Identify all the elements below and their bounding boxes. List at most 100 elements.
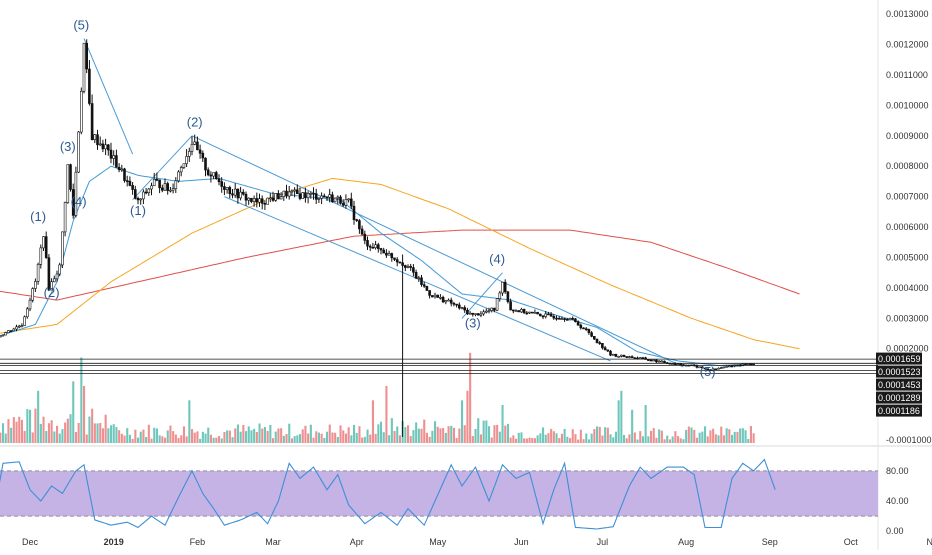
volume-bar	[207, 427, 210, 443]
candle-up	[112, 155, 115, 159]
volume-bar	[741, 428, 744, 443]
volume-bar	[701, 431, 704, 443]
candle-up	[31, 288, 35, 301]
candle-down	[47, 257, 51, 291]
volume-bar	[488, 426, 491, 443]
volume-bar	[204, 433, 207, 443]
volume-bar	[301, 429, 304, 443]
candle-down	[125, 180, 129, 182]
candle-up	[15, 326, 18, 330]
candle-down	[260, 198, 264, 204]
volume-bar	[377, 424, 380, 443]
volume-bar	[425, 432, 428, 443]
candle-up	[514, 310, 518, 312]
volume-bar	[452, 427, 455, 443]
candle-down	[236, 188, 240, 199]
candle-up	[301, 192, 305, 199]
candle-down	[590, 332, 593, 337]
candle-up	[0, 335, 2, 338]
volume-bar	[560, 433, 563, 443]
candle-down	[579, 324, 583, 329]
volume-bar	[236, 424, 239, 443]
candle-down	[358, 220, 361, 230]
trendlines-layer	[83, 38, 684, 368]
volume-bar	[131, 438, 134, 443]
volume-bar	[50, 420, 53, 443]
volume-bar	[577, 439, 580, 443]
candle-down	[393, 257, 396, 260]
volume-bar	[107, 428, 110, 443]
wave-label: (5)	[73, 17, 89, 32]
candle-up	[274, 193, 278, 201]
volume-bar	[358, 426, 361, 443]
candle-down	[679, 363, 683, 366]
volume-bar	[128, 434, 131, 443]
volume-bar	[536, 435, 539, 443]
volume-bar	[166, 430, 169, 443]
candle-up	[4, 332, 7, 336]
wave-label: (4)	[489, 252, 505, 267]
volume-bar	[482, 420, 485, 443]
volume-bar	[193, 432, 196, 443]
volume-bar	[655, 437, 658, 443]
volume-bar	[671, 436, 674, 443]
candle-up	[474, 313, 477, 315]
candle-up	[309, 193, 313, 195]
volume-bar	[469, 352, 472, 444]
volume-bar	[598, 426, 601, 443]
candle-up	[252, 198, 256, 202]
candle-down	[541, 315, 545, 318]
candle-down	[244, 193, 248, 201]
volume-bar	[4, 433, 7, 443]
x-axis-label: Oct	[844, 537, 859, 547]
volume-bar	[34, 408, 37, 443]
volume-bar	[404, 427, 407, 443]
candle-down	[341, 203, 345, 206]
candle-up	[727, 365, 731, 368]
volume-bar	[77, 423, 80, 443]
volume-bar	[371, 400, 374, 444]
candle-up	[617, 355, 620, 358]
candle-up	[174, 180, 178, 189]
candle-down	[606, 349, 610, 352]
volume-bar	[215, 437, 218, 443]
volume-bar	[455, 437, 458, 443]
volume-bar	[539, 433, 542, 443]
volume-bar	[617, 400, 620, 444]
candle-down	[363, 233, 367, 241]
volume-bar	[517, 432, 520, 443]
candle-up	[20, 325, 24, 327]
volume-bar	[153, 427, 156, 443]
volume-bar	[45, 431, 48, 443]
volume-bar	[139, 431, 142, 443]
candle-up	[657, 360, 661, 363]
candle-down	[409, 266, 413, 268]
stoch-tick-label: 80.00	[886, 466, 909, 476]
candle-down	[196, 141, 199, 151]
volume-bar	[501, 405, 504, 443]
volume-bar	[666, 435, 669, 443]
volume-bar	[444, 432, 447, 443]
candle-up	[279, 196, 283, 200]
volume-bar	[134, 429, 137, 443]
volume-bar	[485, 420, 488, 443]
wave-label: (3)	[465, 315, 481, 330]
volume-bar	[439, 428, 442, 443]
candle-up	[179, 167, 183, 173]
volume-bar	[309, 424, 312, 443]
volume-bar	[698, 432, 701, 443]
volume-bar	[434, 421, 437, 443]
volume-bar	[37, 390, 40, 444]
candle-down	[231, 193, 234, 196]
volume-bar	[604, 427, 607, 443]
candle-down	[673, 363, 677, 365]
candle-up	[120, 168, 124, 171]
volume-bar	[533, 438, 536, 443]
candle-down	[752, 363, 755, 366]
volume-bar	[412, 430, 415, 443]
candle-down	[349, 198, 353, 207]
volume-bar	[585, 433, 588, 443]
volume-bar	[118, 430, 121, 443]
candle-down	[368, 245, 372, 248]
